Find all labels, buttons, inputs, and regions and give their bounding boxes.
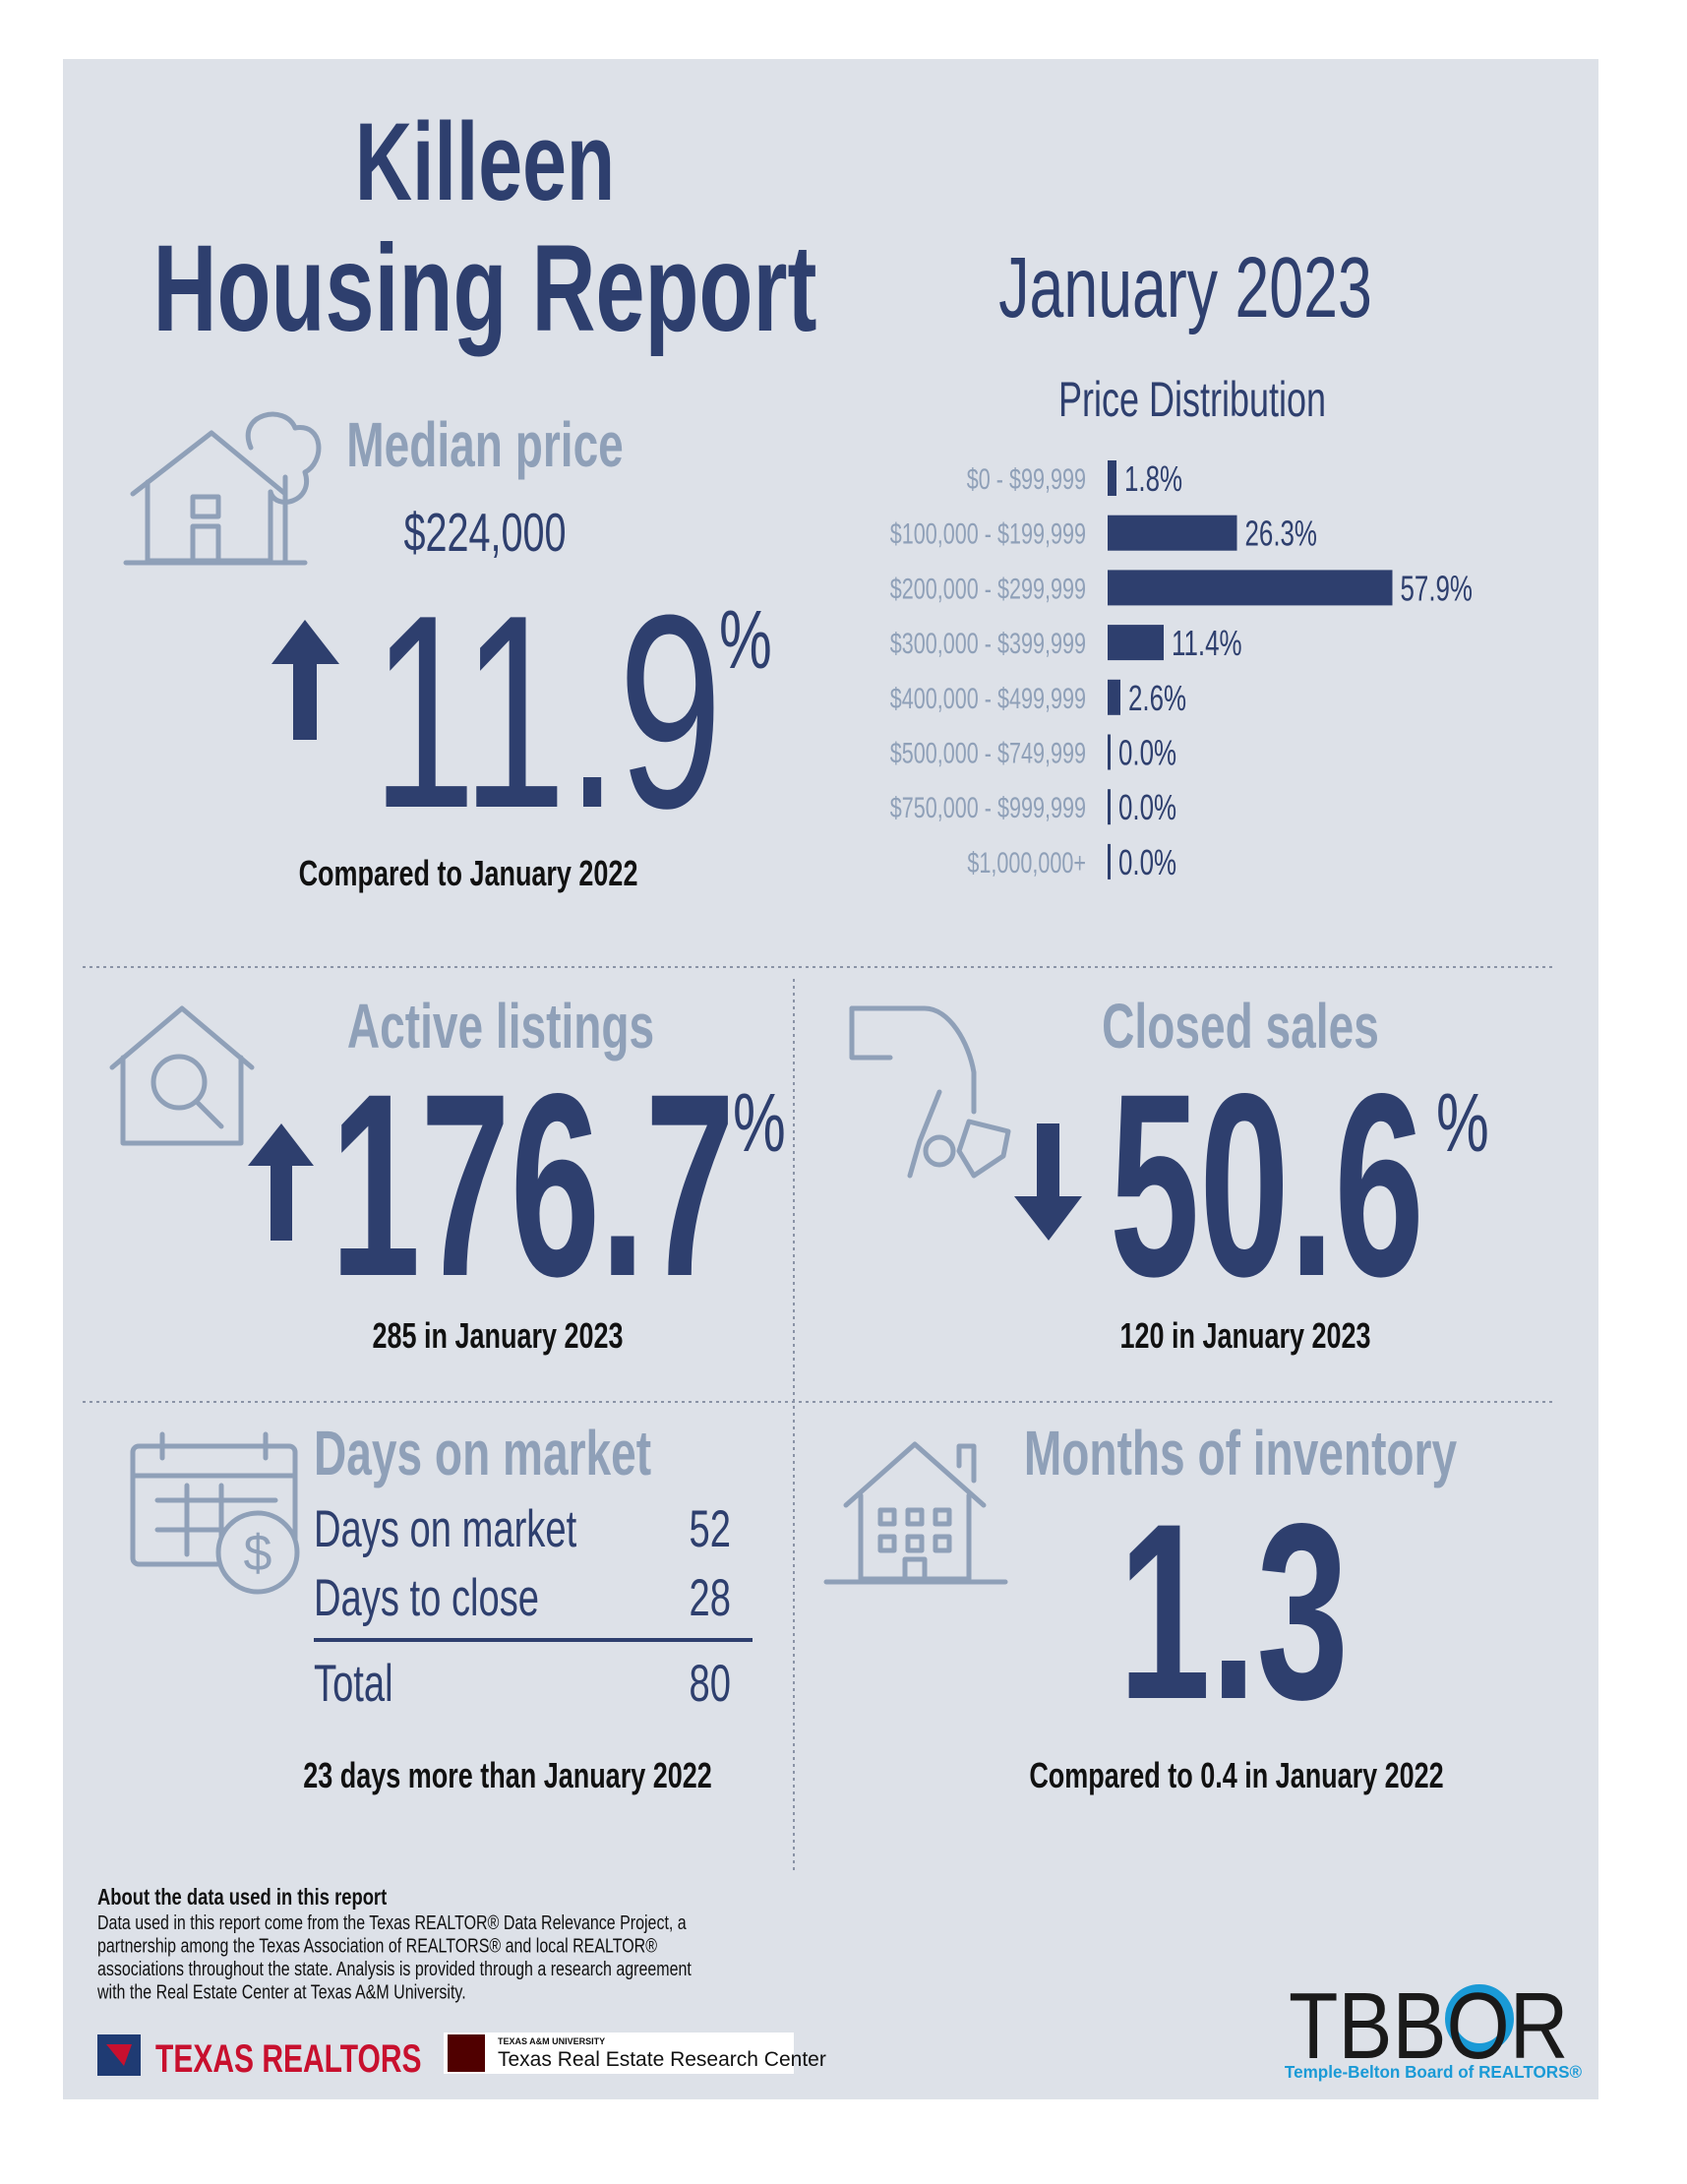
search-house-icon [109,1005,255,1146]
about-text: Data used in this report come from the T… [97,1911,688,1933]
calendar-icon [130,1431,300,1595]
report-title: Housing Report [153,220,817,358]
about-text: associations throughout the state. Analy… [97,1958,692,1979]
about-text: with the Real Estate Center at Texas A&M… [96,1981,466,2003]
percent-sign: % [1436,1076,1489,1169]
total-value: 80 [690,1654,731,1713]
change-value: 50.6 [1110,1039,1424,1331]
category-label: $400,000 - $499,999 [890,681,1086,714]
keys-icon [849,1005,1011,1179]
section-heading: Median price [346,410,624,480]
value-label: 0.0% [1118,843,1176,882]
tbbor-logo: TBBOR [1289,1972,1568,2078]
tbbor-full: Temple-Belton Board of REALTORS® [1285,2062,1582,2083]
row-label: Days on market [314,1499,576,1558]
bar [1108,515,1237,551]
tamu-logo-bg [444,2032,794,2074]
percent-sign: % [733,1076,786,1169]
category-label: $100,000 - $199,999 [890,516,1086,550]
bar [1108,789,1111,825]
value-label: 0.0% [1118,733,1176,772]
section-heading: Days on market [314,1419,651,1488]
value-label: 1.8% [1124,459,1182,499]
bar [1108,625,1164,661]
category-label: $0 - $99,999 [967,461,1086,495]
period: January 2023 [998,240,1372,336]
section-heading: Months of inventory [1024,1419,1457,1488]
about-text: partnership among the Texas Association … [97,1935,658,1957]
inventory-value: 1.3 [1118,1471,1349,1752]
note: Compared to 0.4 in January 2022 [1029,1755,1443,1795]
category-label: $500,000 - $749,999 [890,736,1086,769]
value-label: 26.3% [1245,515,1317,554]
median-price: $224,000 [403,504,566,564]
value-label: 11.4% [1172,624,1242,663]
building-icon [823,1441,1008,1585]
bar [1108,734,1111,770]
panel [63,59,1598,2099]
change-value: 11.9 [372,557,722,865]
percent-sign: % [719,593,772,686]
city: Killeen [355,100,615,223]
total-label: Total [314,1654,393,1713]
tamu-name: Texas Real Estate Research Center [498,2048,826,2071]
tamu-small: TEXAS A&M UNIVERSITY [498,2036,605,2046]
about-heading: About the data used in this report [97,1885,387,1910]
value-label: 57.9% [1401,569,1473,608]
bar [1108,570,1393,606]
row-label: Days to close [314,1568,539,1627]
value-label: 2.6% [1128,679,1186,718]
arrow-up [271,620,339,740]
tbbor-mark [1445,1984,1514,2053]
texas-realtors-mark [106,2044,132,2066]
note: 23 days more than January 2022 [303,1755,711,1795]
house-icon [123,411,322,566]
category-label: $1,000,000+ [967,845,1086,879]
chart-title: Price Distribution [1058,373,1326,427]
tamu-mark [448,2034,485,2072]
category-label: $750,000 - $999,999 [890,791,1086,824]
value-label: 0.0% [1118,788,1176,827]
bar [1108,460,1116,496]
note: Compared to January 2022 [299,853,638,893]
category-label: $300,000 - $399,999 [890,627,1086,660]
bar [1108,843,1111,880]
row-value: 28 [690,1568,731,1627]
category-label: $200,000 - $299,999 [890,572,1086,605]
dollar-icon: $ [244,1525,272,1582]
note: 120 in January 2023 [1120,1315,1371,1356]
arrow-down [1014,1123,1082,1241]
note: 285 in January 2023 [373,1315,624,1356]
arrow-up [248,1123,314,1241]
bar [1108,679,1120,715]
change-value: 176.7 [331,1039,735,1331]
section-heading: Closed sales [1102,992,1379,1062]
texas-realtors-logo: TEXAS REALTORS [155,2037,422,2081]
row-value: 52 [690,1499,731,1558]
section-heading: Active listings [347,992,654,1062]
